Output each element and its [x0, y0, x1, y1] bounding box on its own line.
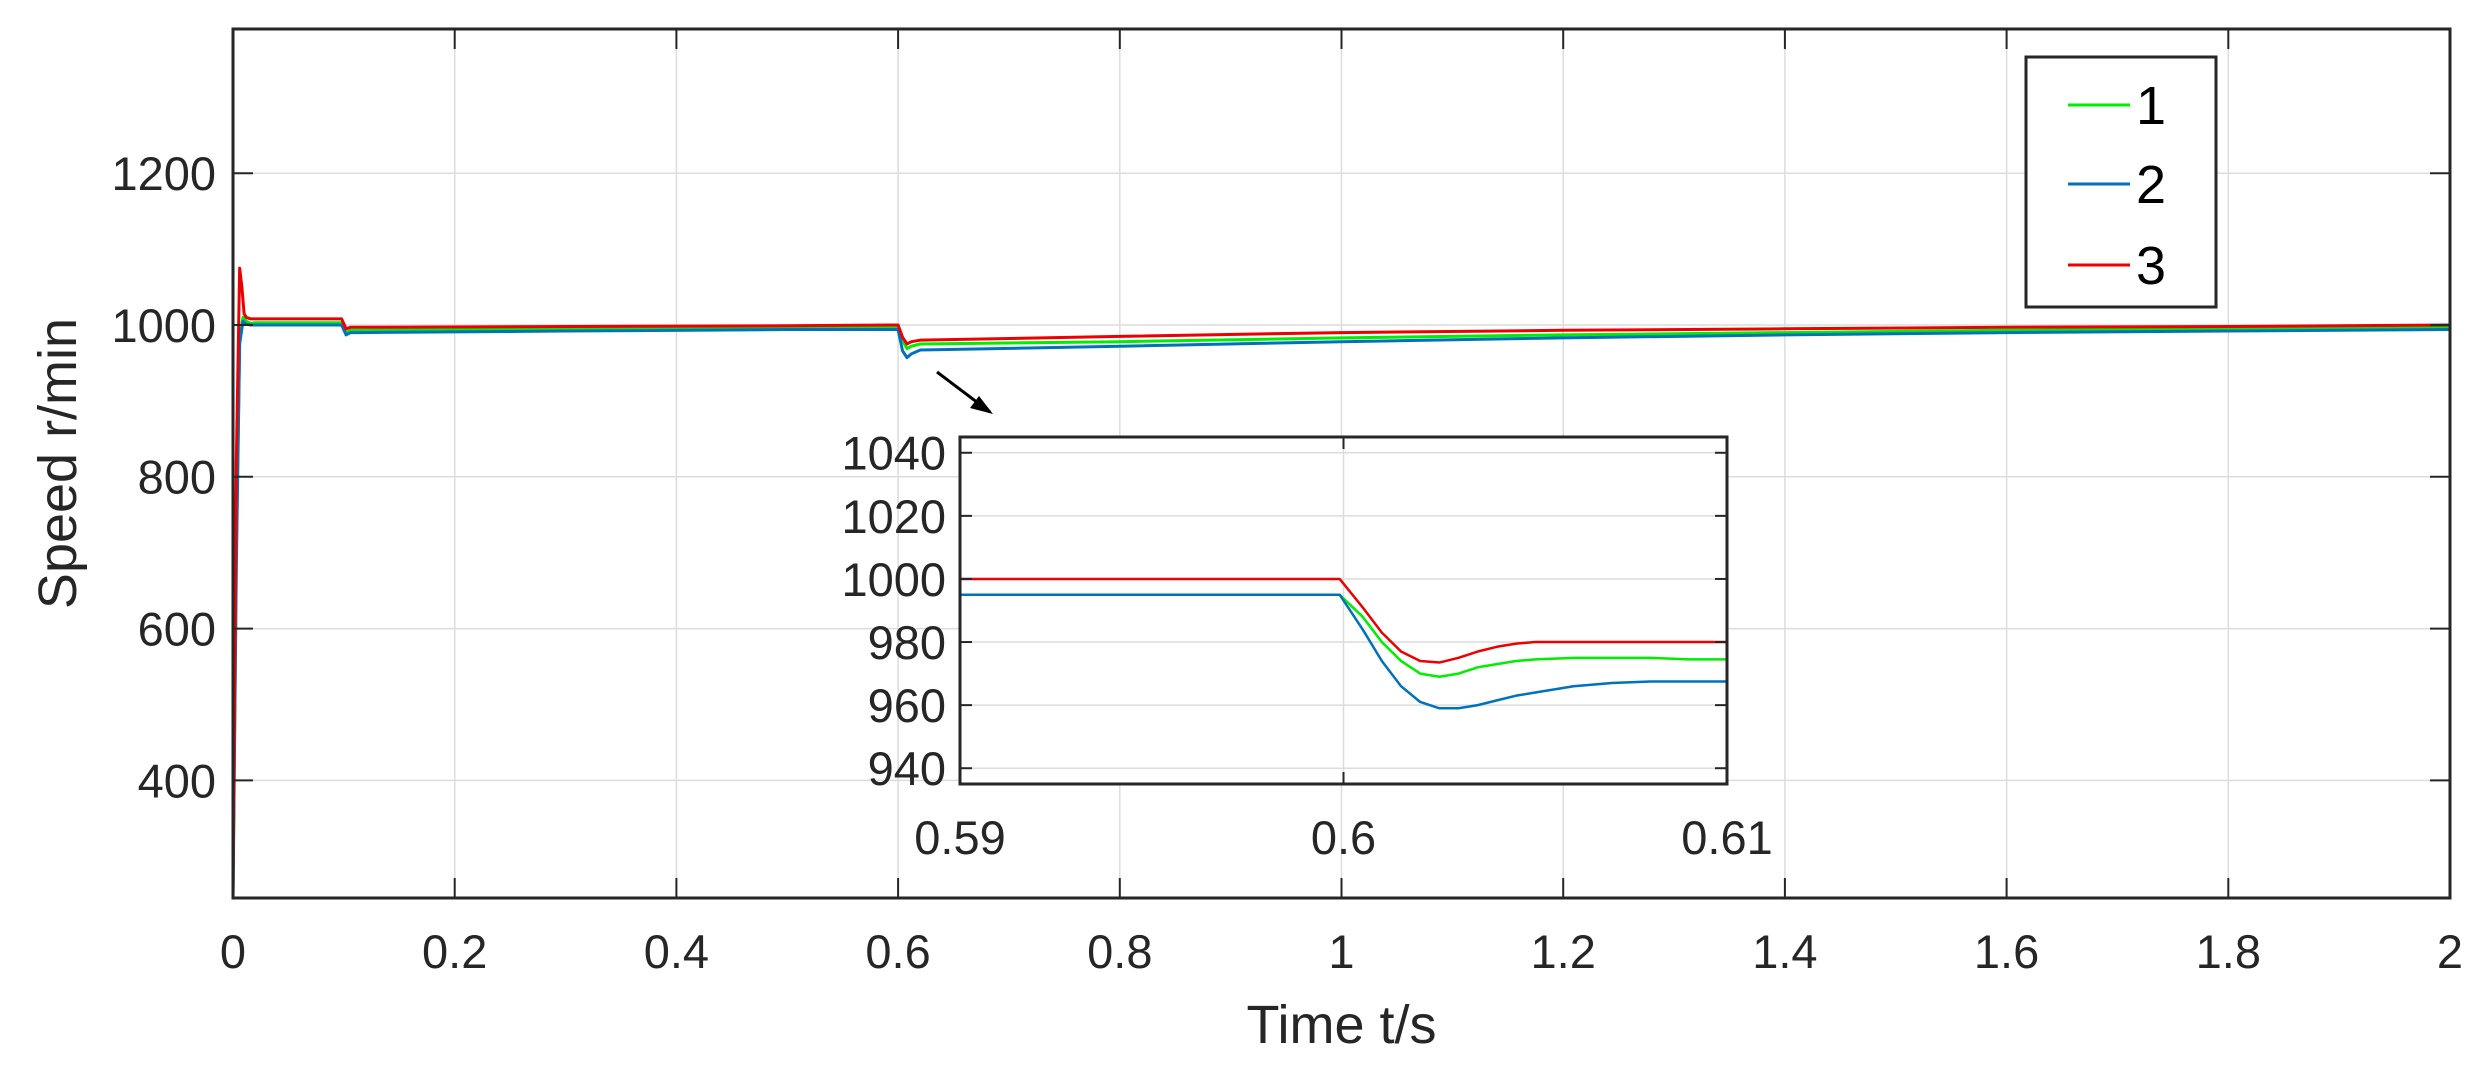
inset-y-tick-label-5: 1040 — [841, 427, 946, 480]
main-x-tick-label-3: 0.6 — [865, 925, 930, 978]
main-x-tick-label-2: 0.4 — [644, 925, 709, 978]
main-x-axis-title: Time t/s — [1246, 995, 1436, 1055]
inset-x-tick-label-0: 0.59 — [914, 811, 1005, 864]
main-x-tick-label-10: 2 — [2437, 925, 2463, 978]
legend: 1 2 3 — [2024, 55, 2218, 309]
zoom-arrow-icon — [936, 370, 993, 414]
inset-series-2-line — [960, 593, 1727, 710]
main-x-tick-label-8: 1.6 — [1974, 925, 2039, 978]
inset-y-tick-label-1: 960 — [868, 679, 946, 732]
main-x-tick-label-7: 1.4 — [1752, 925, 1817, 978]
main-x-tick-label-9: 1.8 — [2196, 925, 2261, 978]
inset-x-tick-label-1: 0.6 — [1311, 811, 1376, 864]
inset-y-tick-label-4: 1020 — [841, 490, 946, 543]
inset-x-tick-label-2: 0.61 — [1681, 811, 1772, 864]
inset-axes: 0.59 0.6 0.61 940 960 980 1000 1020 1040 — [841, 427, 1772, 864]
main-x-tick-label-0: 0 — [220, 925, 246, 978]
main-series-3-line — [233, 266, 2450, 898]
legend-label-1: 1 — [2136, 76, 2166, 136]
inset-y-tick-label-3: 1000 — [841, 553, 946, 606]
legend-label-2: 2 — [2136, 155, 2166, 215]
main-y-tick-label-1: 600 — [138, 602, 216, 655]
inset-y-tick-label-2: 980 — [868, 616, 946, 669]
legend-box — [2024, 55, 2218, 309]
legend-label-3: 3 — [2136, 236, 2166, 296]
main-y-axis-title: Speed r/min — [28, 318, 88, 609]
main-y-tick-label-3: 1000 — [111, 299, 216, 352]
inset-series-3-line — [960, 577, 1727, 664]
main-series-1-line — [233, 315, 2450, 898]
main-x-tick-label-4: 0.8 — [1087, 925, 1152, 978]
inset-series-1-line — [960, 593, 1727, 678]
main-x-tick-label-5: 1 — [1328, 925, 1354, 978]
main-y-tick-label-0: 400 — [138, 754, 216, 807]
main-y-tick-label-4: 1200 — [111, 147, 216, 200]
main-x-tick-label-1: 0.2 — [422, 925, 487, 978]
main-x-tick-label-6: 1.2 — [1531, 925, 1596, 978]
main-y-tick-label-2: 800 — [138, 451, 216, 504]
inset-y-tick-label-0: 940 — [868, 742, 946, 795]
